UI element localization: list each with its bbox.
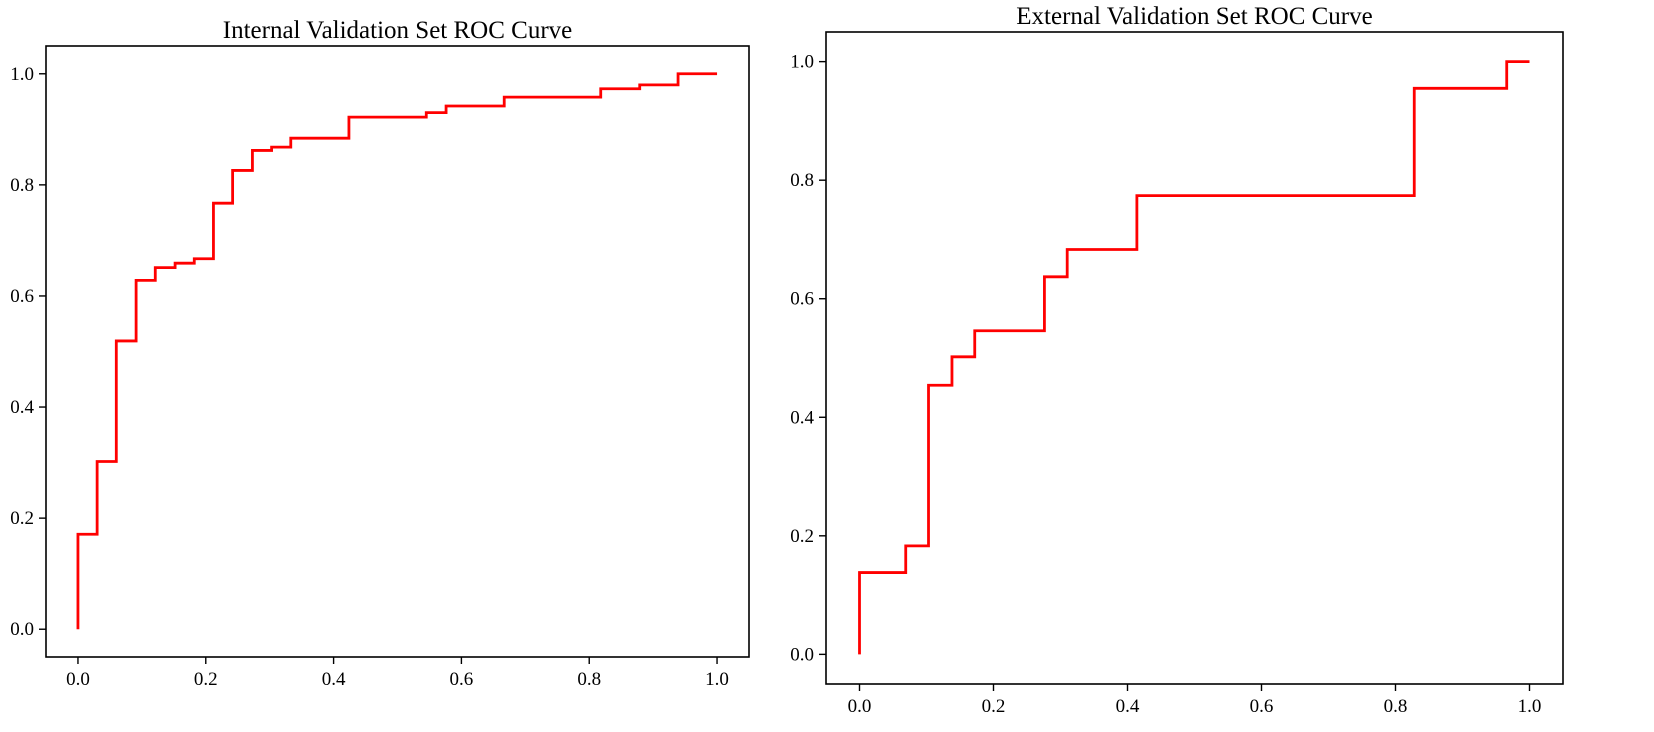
external-y-tick-label-1: 0.2	[790, 526, 814, 547]
external-x-tick-label-3: 0.6	[1250, 696, 1274, 717]
external-y-tick-label-3: 0.6	[790, 289, 814, 310]
external-x-tick-label-2: 0.4	[1116, 696, 1140, 717]
internal-y-tick-label-2: 0.4	[10, 397, 34, 418]
internal-chart-title: Internal Validation Set ROC Curve	[223, 17, 573, 44]
external-plot-frame	[825, 31, 1564, 685]
internal-x-tick-label-5: 1.0	[705, 669, 729, 690]
internal-y-tick-label-1: 0.2	[10, 508, 34, 529]
internal-plot-frame	[45, 45, 750, 658]
internal-x-tick-label-3: 0.6	[450, 669, 474, 690]
internal-y-tick-label-4: 0.8	[10, 175, 34, 196]
external-x-tick-label-0: 0.0	[848, 696, 872, 717]
external-y-tick-label-0: 0.0	[790, 644, 814, 665]
external-chart-title: External Validation Set ROC Curve	[1016, 3, 1372, 30]
external-x-tick-label-5: 1.0	[1518, 696, 1542, 717]
external-y-tick-label-2: 0.4	[790, 407, 814, 428]
internal-x-tick-label-1: 0.2	[194, 669, 218, 690]
external-y-tick-label-4: 0.8	[790, 170, 814, 191]
internal-y-tick-label-0: 0.0	[10, 619, 34, 640]
external-roc-chart: External Validation Set ROC Curve 0.0 0.2…	[790, 3, 1564, 717]
internal-x-tick-label-4: 0.8	[577, 669, 601, 690]
internal-x-tick-label-2: 0.4	[322, 669, 346, 690]
internal-roc-line	[76, 72, 718, 630]
external-axis-ticks: 0.0 0.2 0.4 0.6 0.8 1.0 0.0 0.2 0.4 0.6 0.8 1.0	[790, 52, 1541, 717]
internal-axis-ticks: 0.0 0.2 0.4 0.6 0.8 1.0 0.0 0.2 0.4 0.6 0.8 1.0	[10, 64, 729, 690]
external-x-tick-label-4: 0.8	[1384, 696, 1408, 717]
internal-y-tick-label-5: 1.0	[10, 64, 34, 85]
internal-x-tick-label-0: 0.0	[66, 669, 90, 690]
external-x-tick-label-1: 0.2	[982, 696, 1006, 717]
internal-y-tick-label-3: 0.6	[10, 286, 34, 307]
external-roc-line	[858, 60, 1530, 655]
internal-roc-chart: Internal Validation Set ROC Curve 0.0 0.2…	[10, 17, 750, 690]
external-y-tick-label-5: 1.0	[790, 52, 814, 73]
